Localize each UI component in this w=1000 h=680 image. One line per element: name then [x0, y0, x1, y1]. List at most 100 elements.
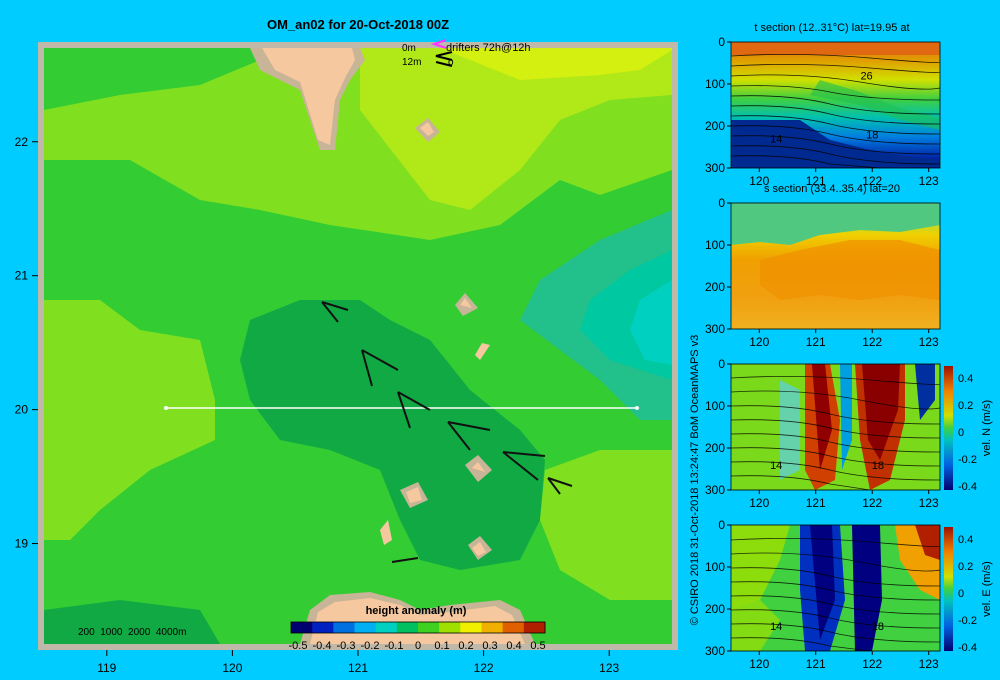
contour-label: 14: [770, 134, 782, 146]
vel-colorbar-tick-label: 0: [958, 588, 964, 600]
depth-scale: 200 1000 2000 4000m: [78, 627, 186, 638]
drifter-legend-12m: 12m: [402, 57, 421, 68]
panel-y-tick-label: 0: [718, 518, 725, 532]
panel-x-tick-label: 122: [862, 174, 882, 188]
vel-colorbar-tick-label: -0.2: [958, 615, 977, 627]
panel-y-tick-label: 0: [718, 357, 725, 371]
map-field: [44, 48, 672, 644]
colorbar-tick-label: 0: [415, 640, 421, 652]
colorbar-swatch: [312, 622, 334, 633]
colorbar-tick-label: 0.4: [506, 640, 521, 652]
vel-colorbar-tick-label: 0.4: [958, 373, 973, 385]
panel-y-tick-label: 100: [705, 399, 725, 413]
panel-x-tick-label: 121: [806, 496, 826, 510]
colorbar-tick-label: 0.2: [458, 640, 473, 652]
panel-x-tick-label: 123: [919, 496, 939, 510]
panel-x-tick-label: 121: [806, 174, 826, 188]
panel-x-tick-label: 123: [919, 657, 939, 671]
colorbar-tick-label: -0.5: [289, 640, 308, 652]
colorbar-ticks: -0.5 -0.4 -0.3 -0.2 -0.1 0 0.1 0.2 0.3 0.4 0.5: [289, 640, 546, 652]
colorbar-tick-label: -0.3: [337, 640, 356, 652]
map-x-tick-label: 122: [474, 661, 494, 675]
colorbar-tick-label: 0.3: [482, 640, 497, 652]
drifter-legend-0m: 0m: [402, 43, 416, 54]
map-x-tick-label: 119: [97, 661, 116, 675]
colorbar-swatch: [439, 622, 461, 633]
colorbar: [290, 621, 546, 634]
panel-x-tick-label: 122: [862, 657, 882, 671]
s-section-panel: [731, 203, 940, 329]
vel-colorbar-ticks: 0.4 0.2 0 -0.2 -0.4 0.4 0.2 0 -0.2 -0.4: [958, 373, 977, 654]
colorbar-swatch: [502, 622, 525, 633]
colorbar-swatch: [396, 622, 419, 633]
panel-y-tick-label: 300: [705, 644, 725, 658]
panel-y-tick-label: 300: [705, 483, 725, 497]
colorbar-swatch: [460, 622, 482, 633]
map-y-tick-label: 20: [15, 403, 29, 417]
panel-x-tick-label: 120: [749, 657, 769, 671]
map-x-tick-label: 123: [599, 661, 619, 675]
drifter-legend-0m-arrow-icon: [430, 39, 447, 49]
panel-y-tick-label: 200: [705, 602, 725, 616]
t-section-title: t section (12..31°C) lat=19.95 at: [754, 22, 909, 34]
contour-label: 18: [872, 460, 884, 472]
contour-label: 14: [770, 621, 782, 633]
colorbar-swatch: [333, 622, 355, 633]
map-y-tick-label: 22: [15, 135, 29, 149]
panel-x-tick-label: 120: [749, 174, 769, 188]
contour-label: 26: [860, 71, 872, 83]
drifter-legend-text: drifters 72h@12h: [446, 42, 531, 54]
map-title: OM_an02 for 20-Oct-2018 00Z: [267, 17, 449, 32]
colorbar-tick-label: 0.1: [434, 640, 449, 652]
vel-colorbar-tick-label: 0: [958, 427, 964, 439]
map-y-ticks: 22 21 20 19: [15, 135, 38, 551]
panel-x-tick-label: 123: [919, 174, 939, 188]
colorbar-swatch: [418, 622, 440, 633]
t-section-panel: [730, 42, 941, 169]
map-x-ticks: 119 120 121 122 123: [97, 650, 620, 675]
vel-colorbar-tick-label: 0.2: [958, 561, 973, 573]
panel-y-tick-label: 100: [705, 560, 725, 574]
panel-y-tick-label: 0: [718, 196, 725, 210]
contour-label: 14: [770, 460, 782, 472]
panel-x-tick-label: 122: [862, 335, 882, 349]
vel-colorbar-tick-label: 0.2: [958, 400, 973, 412]
vel-colorbar-tick-label: -0.4: [958, 481, 977, 493]
drifter-legend-12m-symbol: o: [448, 57, 454, 68]
panel-x-tick-label: 121: [806, 335, 826, 349]
t-contour-labels: 26 18 14: [770, 71, 878, 146]
panel-x-tick-label: 121: [806, 657, 826, 671]
s-section-title: s section (33.4..35.4) lat=20: [764, 183, 900, 195]
vel-e-contour-labels: 14 18: [770, 621, 884, 633]
panel-x-tick-label: 123: [919, 335, 939, 349]
colorbar-tick-label: -0.4: [313, 640, 332, 652]
panel-y-tick-label: 300: [705, 322, 725, 336]
panel-y-tick-label: 300: [705, 161, 725, 175]
drifter-tracks: [321, 301, 573, 563]
vel-n-panel: [730, 364, 941, 491]
panel-axes: 120 121 122 123 0 100 200 300 120 121 122 123 0 100 20…: [705, 35, 941, 671]
colorbar-swatch: [523, 622, 546, 633]
panel-y-tick-label: 200: [705, 441, 725, 455]
panel-x-tick-label: 120: [749, 335, 769, 349]
map-y-tick-label: 21: [15, 269, 29, 283]
vel-colorbar-tick-label: 0.4: [958, 534, 973, 546]
contour-label: 18: [866, 129, 878, 141]
panel-x-tick-label: 122: [862, 496, 882, 510]
colorbar-title: height anomaly (m): [366, 605, 467, 617]
vel-e-panel: [730, 525, 941, 652]
map-x-tick-label: 121: [348, 661, 368, 675]
colorbar-swatch: [291, 622, 313, 633]
vel-e-colorbar: [944, 527, 953, 651]
vel-colorbar-tick-label: -0.4: [958, 642, 977, 654]
map-x-tick-label: 120: [222, 661, 242, 675]
colorbar-tick-label: -0.2: [361, 640, 380, 652]
vel-e-label: vel. E (m/s): [981, 561, 993, 617]
colorbar-swatch: [481, 622, 504, 633]
vel-colorbar-tick-label: -0.2: [958, 454, 977, 466]
panel-y-tick-label: 0: [718, 35, 725, 49]
vel-n-colorbar: [944, 366, 953, 490]
vel-n-contour-labels: 14 18: [770, 460, 884, 472]
panel-y-tick-label: 200: [705, 119, 725, 133]
panel-y-tick-label: 100: [705, 238, 725, 252]
